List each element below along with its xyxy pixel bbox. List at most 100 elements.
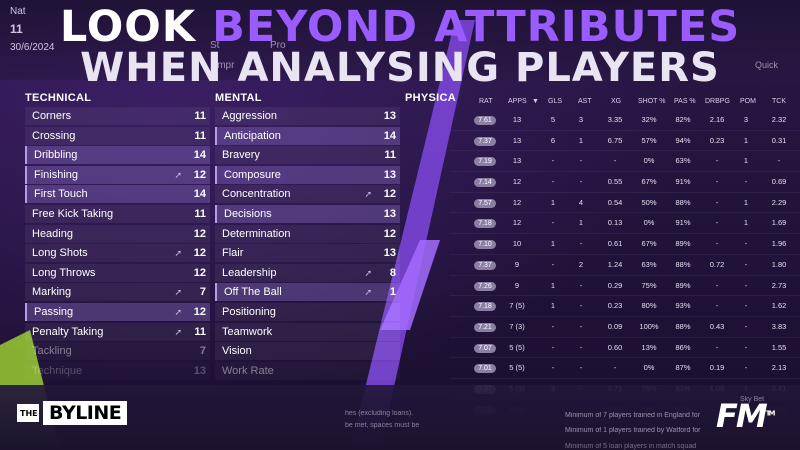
col-header-shot[interactable]: SHOT %	[638, 98, 666, 105]
stat-cell: 0.55	[607, 177, 623, 187]
stat-cell: -	[715, 280, 719, 290]
table-row[interactable]: 7.01 5 (5) - - - 0% 87% 0.19 - 2.13	[450, 358, 800, 379]
headline-word-look: LOOK	[59, 2, 197, 52]
stat-cell: 2.16	[709, 115, 725, 124]
attr-value: 13	[383, 207, 396, 220]
table-row[interactable]: 7.18 7 (5) 1 - 0.23 80% 93% - - 1.62	[450, 296, 800, 317]
table-row[interactable]: 7.19 13 - - - 0% 63% - 1 -	[450, 151, 800, 173]
attr-value: 7	[199, 286, 206, 299]
table-row[interactable]: 7.57 12 1 4 0.54 50% 88% - 1 2.29	[450, 193, 800, 214]
attr-value: 12	[383, 188, 396, 201]
stat-cell: -	[744, 363, 748, 373]
rating-value: 7.01	[474, 364, 496, 374]
stat-cell: 91%	[675, 177, 691, 187]
byline-name-text: BYLINE	[43, 401, 128, 425]
stat-cell: 1	[550, 280, 556, 290]
attr-tackling: Tackling 7	[25, 342, 210, 360]
stat-cell: 1	[578, 218, 584, 228]
stat-cell: 89%	[675, 239, 691, 249]
attr-name: Positioning	[222, 305, 276, 318]
col-header-apps[interactable]: APPS	[508, 98, 527, 105]
attr-name: Decisions	[224, 207, 272, 220]
stat-cell: -	[715, 197, 719, 207]
rating-value: 7.19	[474, 157, 496, 167]
stat-cell: -	[744, 342, 748, 352]
col-header-rat[interactable]: RAT	[479, 98, 493, 105]
attr-penalty-taking: Penalty Taking ➚ 11	[25, 322, 210, 341]
stat-cell: 1.80	[771, 259, 787, 269]
stat-cell: -	[551, 363, 555, 373]
col-header-xg[interactable]: XG	[611, 98, 622, 105]
attr-corners: Corners 11	[25, 107, 210, 125]
attr-flair: Flair 13	[215, 244, 400, 263]
attr-name: Anticipation	[224, 129, 281, 142]
attr-name: Determination	[222, 227, 291, 240]
rating-value: 7.61	[474, 116, 496, 125]
headline-line-1: LOOK BEYOND ATTRIBUTES	[0, 6, 800, 49]
table-row[interactable]: 7.18 12 - 1 0.13 0% 91% - 1 1.69	[450, 213, 800, 235]
table-row[interactable]: 7.61 13 5 3 3.35 32% 82% 2.16 3 2.32	[450, 110, 800, 131]
table-row[interactable]: 7.26 9 1 - 0.29 75% 89% - - 2.73	[450, 276, 800, 297]
stat-cell: 2.13	[771, 363, 787, 373]
stat-cell: -	[579, 239, 583, 249]
attr-passing: Passing ➚ 12	[25, 302, 210, 321]
stat-cell: 1	[743, 197, 749, 207]
attr-name: Concentration	[222, 188, 291, 201]
attr-composure: Composure 13	[215, 165, 400, 184]
rating-badge: 7.61	[470, 115, 500, 125]
stat-cell: 13	[512, 135, 522, 145]
col-header-gls[interactable]: GLS	[548, 98, 563, 105]
fm-logo-text: FM	[716, 397, 768, 435]
stat-cell: 86%	[675, 342, 691, 352]
stat-cell: 1.24	[607, 259, 623, 269]
table-row[interactable]: 7.10 10 1 - 0.61 67% 89% - - 1.96	[450, 234, 800, 255]
stat-cell: -	[551, 321, 555, 331]
physical-title: PHYSICA	[405, 92, 456, 104]
stat-cell: -	[744, 321, 748, 331]
rating-value: 7.37	[474, 136, 496, 146]
attr-decisions: Decisions 13	[215, 204, 400, 223]
stat-cell: 13%	[641, 342, 657, 352]
attr-value: 14	[383, 129, 396, 142]
stat-cell: 3.83	[771, 321, 787, 331]
rating-value: 7.37	[474, 260, 496, 270]
rating-value: 7.14	[474, 178, 496, 188]
attr-technique: Technique 13	[25, 362, 210, 380]
stat-cell: 1.69	[771, 218, 787, 228]
stat-cell: 93%	[675, 301, 691, 311]
col-header-ast[interactable]: AST	[578, 98, 592, 105]
col-header-tck[interactable]: TCK	[772, 98, 786, 105]
rating-badge: 7.07	[470, 343, 500, 353]
stat-cell: -	[579, 342, 583, 352]
table-row[interactable]: 7.37 13 6 1 6.75 57% 94% 0.23 1 0.31	[450, 131, 800, 152]
table-row[interactable]: 7.07 5 (5) - - 0.60 13% 86% - - 1.55	[450, 338, 800, 359]
attr-name: Penalty Taking	[32, 325, 104, 338]
stat-cell: 4	[578, 197, 584, 207]
stat-cell: 1	[550, 197, 556, 207]
header-meta-1: Nat	[10, 6, 26, 17]
attr-value: 12	[383, 227, 396, 240]
attr-value: 11	[194, 129, 206, 142]
stat-cell: 88%	[675, 321, 691, 331]
attr-bravery: Bravery 11	[215, 146, 400, 165]
stat-cell: 1	[550, 239, 556, 249]
attr-value: 12	[193, 227, 206, 240]
col-header-pas[interactable]: PAS %	[674, 98, 696, 105]
table-row[interactable]: 7.14 12 - - 0.55 67% 91% - - 0.69	[450, 172, 800, 193]
stat-cell: 1	[578, 135, 584, 145]
stat-cell: -	[715, 342, 719, 352]
rating-badge: 7.26	[470, 281, 500, 291]
col-header-drbpg[interactable]: DRBPG	[705, 98, 730, 105]
stat-cell: 80%	[641, 301, 657, 311]
table-row[interactable]: 7.21 7 (3) - - 0.09 100% 88% 0.43 - 3.83	[450, 317, 800, 338]
col-header-pom[interactable]: POM	[740, 98, 756, 105]
headline-word-attributes: ATTRIBUTES	[434, 2, 741, 52]
attr-value: 1	[389, 286, 396, 299]
attr-value: 12	[193, 247, 206, 260]
mental-attribute-list: Aggression 13 Anticipation 14 Bravery 11 Co…	[215, 107, 400, 381]
table-row[interactable]: 7.37 9 - 2 1.24 63% 88% 0.72 - 1.80	[450, 255, 800, 276]
attr-work-rate: Work Rate	[215, 362, 400, 380]
attr-concentration: Concentration ➚ 12	[215, 185, 400, 204]
stat-cell: 6	[550, 135, 556, 145]
stat-cell: 89%	[675, 280, 691, 290]
